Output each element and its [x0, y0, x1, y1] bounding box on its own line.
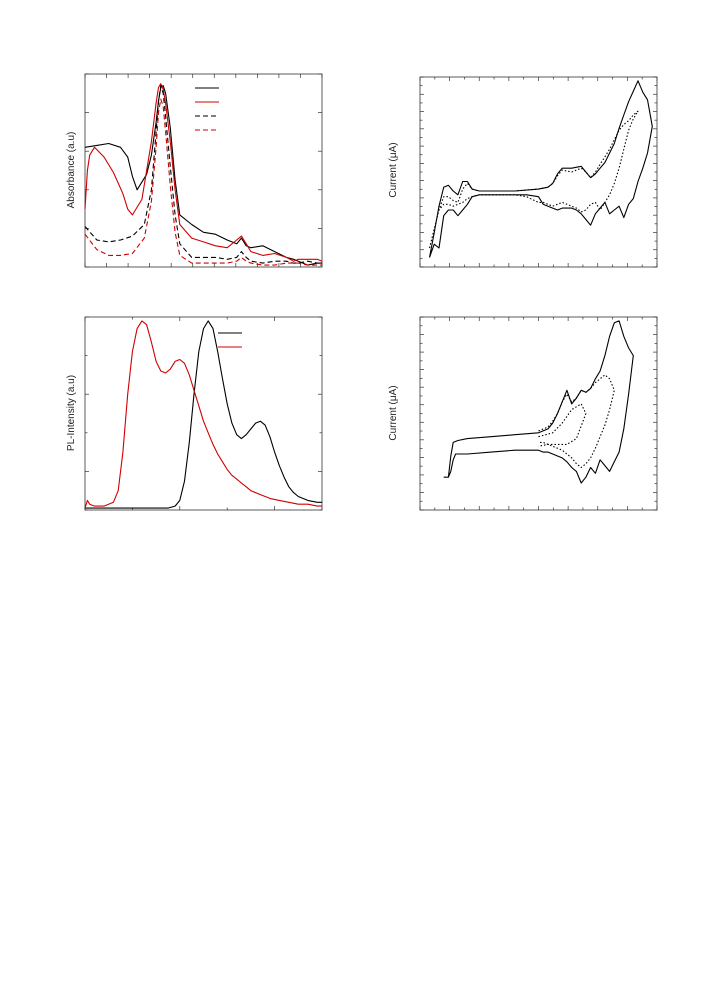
- cv-top-axis-ticks: [419, 76, 658, 268]
- series-line-2: [428, 110, 639, 249]
- cv-top-series-group: [428, 80, 653, 258]
- cv-top-plot-frame: [419, 76, 658, 268]
- photoluminescence-legend: [218, 332, 242, 348]
- series-line-2: [84, 83, 323, 262]
- cv-top-y-axis-label: Current (μA): [388, 142, 399, 197]
- photoluminescence-plot-frame: [84, 316, 323, 511]
- absorbance-panel: Absorbance (a.u): [66, 73, 323, 268]
- photoluminescence-axis-ticks: [84, 316, 323, 511]
- cv-bottom-axis-ticks: [419, 316, 658, 511]
- series-line-1: [428, 80, 653, 258]
- cv-bottom-panel: Current (μA): [388, 316, 658, 511]
- series-line-1: [443, 320, 634, 484]
- photoluminescence-y-axis-label: PL-Intensity (a.u): [66, 375, 77, 451]
- series-line-2: [84, 320, 322, 509]
- absorbance-plot-frame: [84, 73, 323, 268]
- cv-top-panel: Current (μA): [388, 76, 658, 268]
- cv-bottom-y-axis-label: Current (μA): [388, 385, 399, 440]
- absorbance-legend: [195, 87, 219, 131]
- cv-bottom-plot-frame: [419, 316, 658, 511]
- series-line-1: [84, 85, 322, 266]
- photoluminescence-series-group: [84, 320, 322, 509]
- series-line-4: [84, 98, 322, 266]
- absorbance-axis-ticks: [84, 73, 323, 268]
- series-line-3: [538, 403, 587, 447]
- series-line-3: [84, 85, 322, 264]
- absorbance-series-group: [84, 83, 323, 266]
- cv-bottom-series-group: [443, 320, 634, 484]
- photoluminescence-panel: PL-Intensity (a.u): [66, 316, 323, 511]
- absorbance-y-axis-label: Absorbance (a.u): [66, 132, 77, 209]
- series-line-2: [538, 374, 615, 469]
- series-line-1: [85, 320, 322, 509]
